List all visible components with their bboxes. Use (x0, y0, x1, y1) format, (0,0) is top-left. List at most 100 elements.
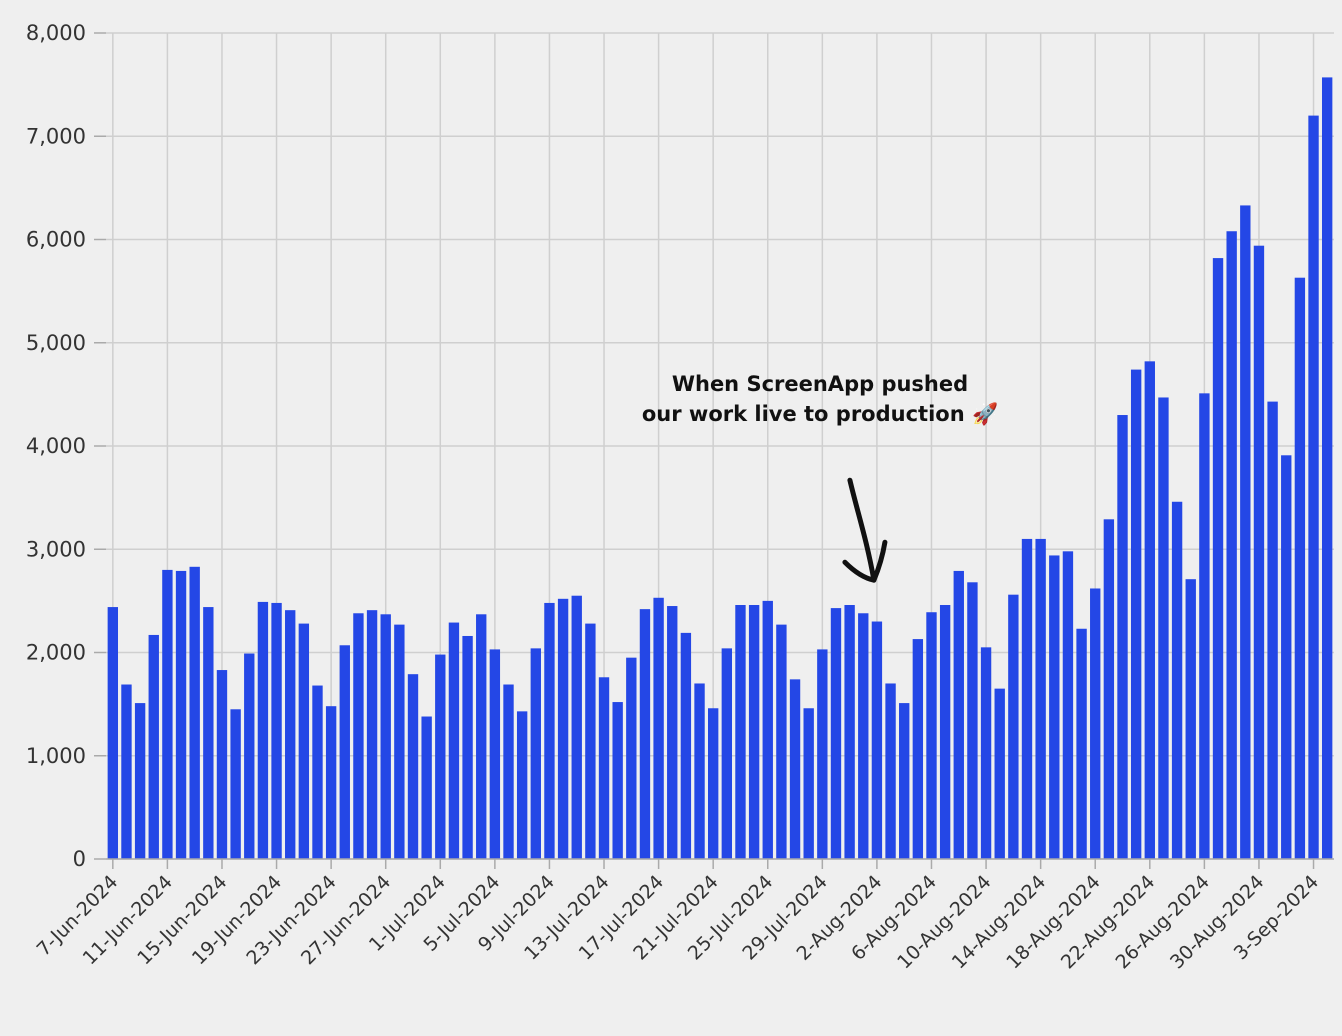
bar (735, 605, 746, 859)
bar (203, 607, 214, 859)
x-tick-label: 26-Aug-2024 (1111, 871, 1213, 973)
bar (1308, 115, 1319, 860)
bar (1117, 415, 1128, 859)
annotation: When ScreenApp pushed our work live to p… (642, 372, 998, 583)
bar (312, 685, 323, 859)
bar (939, 605, 951, 859)
bar (1185, 579, 1196, 859)
bar (1158, 397, 1169, 859)
bar (530, 648, 541, 859)
bar (980, 647, 992, 859)
bar (448, 622, 460, 859)
y-tick-label: 8,000 (26, 21, 86, 45)
bar (585, 623, 596, 859)
bar (571, 595, 582, 859)
x-tick-label: 22-Aug-2024 (1057, 871, 1159, 973)
bar (1008, 594, 1019, 859)
bar (912, 639, 924, 859)
bar (844, 605, 855, 859)
bar (394, 624, 405, 859)
bar (339, 645, 350, 859)
bar (148, 634, 159, 859)
bar (285, 610, 296, 859)
bar (858, 613, 869, 859)
bar (1171, 501, 1183, 859)
annotation-line-2: our work live to production 🚀 (642, 401, 998, 426)
bar (1090, 588, 1101, 859)
bar (667, 606, 678, 859)
bar (871, 621, 883, 859)
bar (762, 600, 773, 859)
bar (776, 624, 787, 859)
bar (1103, 519, 1115, 859)
bar (516, 711, 528, 859)
bar (1226, 231, 1237, 860)
bar (817, 649, 828, 859)
bar (639, 609, 651, 859)
bar (1021, 538, 1033, 859)
bar (612, 702, 623, 859)
bar (134, 703, 146, 859)
y-tick-label: 2,000 (26, 641, 86, 665)
x-tick-label: 10-Aug-2024 (893, 871, 995, 973)
bars (107, 77, 1333, 860)
bar (407, 674, 419, 859)
bar (503, 684, 514, 859)
bar (421, 716, 432, 859)
bar (1294, 277, 1306, 859)
bar (489, 649, 501, 859)
annotation-line-1: When ScreenApp pushed (672, 372, 968, 396)
bar (1199, 393, 1210, 859)
bar (1144, 361, 1155, 859)
bar (1253, 245, 1265, 859)
bar (1049, 555, 1060, 859)
x-tick-label: 14-Aug-2024 (948, 871, 1050, 973)
bar (926, 612, 937, 859)
bar (598, 677, 610, 859)
bar (189, 566, 200, 859)
bar (1076, 628, 1087, 859)
bar (476, 614, 487, 859)
y-tick-label: 0 (73, 847, 86, 871)
bar (830, 608, 842, 859)
bar (271, 602, 282, 859)
bar (721, 648, 733, 859)
y-tick-label: 7,000 (26, 124, 86, 148)
bar (1240, 205, 1251, 860)
bar (366, 610, 378, 859)
bar (107, 607, 119, 859)
bar (789, 679, 801, 859)
bar (121, 684, 132, 859)
y-tick-label: 3,000 (26, 537, 86, 561)
bar (380, 614, 391, 859)
bar (803, 708, 814, 859)
bar (967, 582, 978, 859)
bar (994, 688, 1005, 859)
bar (557, 598, 569, 859)
bar (216, 670, 228, 859)
y-tick-label: 5,000 (26, 331, 86, 355)
bar (544, 602, 555, 859)
bar (1281, 455, 1292, 859)
bar (257, 601, 269, 859)
bar (1212, 258, 1224, 860)
y-tick-label: 6,000 (26, 228, 86, 252)
x-tick-label: 30-Aug-2024 (1166, 871, 1268, 973)
bar (680, 632, 692, 859)
y-tick-label: 4,000 (26, 434, 86, 458)
bar (462, 635, 473, 859)
bar (230, 709, 241, 859)
bar (1321, 77, 1333, 859)
y-tick-label: 1,000 (26, 744, 86, 768)
bar (694, 683, 705, 859)
bar (885, 683, 896, 859)
bar (162, 569, 173, 859)
x-axis: 7-Jun-202411-Jun-202415-Jun-202419-Jun-2… (33, 858, 1334, 973)
bar (244, 653, 255, 859)
bar (626, 657, 637, 859)
bar (953, 570, 964, 859)
x-tick-label: 18-Aug-2024 (1002, 871, 1104, 973)
bar (175, 570, 187, 859)
bar (1267, 401, 1278, 859)
